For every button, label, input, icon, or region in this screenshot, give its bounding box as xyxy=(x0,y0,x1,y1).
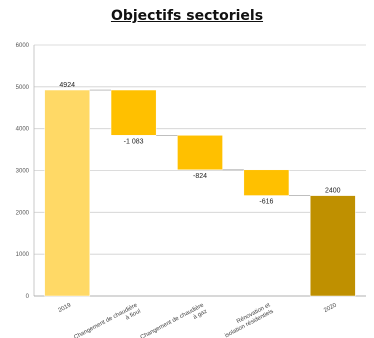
bar xyxy=(44,89,91,297)
y-tick-label: 5000 xyxy=(16,85,30,91)
y-tick-label: 2000 xyxy=(16,210,30,216)
chart-title: Objectifs sectoriels xyxy=(110,8,264,24)
x-category-label: Rénovation etisolation résidentiels xyxy=(221,302,275,338)
data-label: -616 xyxy=(259,199,273,206)
bar xyxy=(110,89,157,136)
data-label: 2400 xyxy=(325,188,341,195)
y-tick-label: 4000 xyxy=(16,127,30,133)
y-tick-label: 0 xyxy=(26,294,30,300)
bars-layer xyxy=(44,89,356,297)
x-category-label: Changement de chaudièreà gaz xyxy=(140,302,209,338)
x-category-label: Changement de chaudièreà fioul xyxy=(73,302,142,338)
y-tick-label: 3000 xyxy=(16,169,30,175)
data-label: -1 083 xyxy=(124,138,144,145)
x-category-label: 2019 xyxy=(58,302,73,314)
y-tick-label: 1000 xyxy=(16,252,30,258)
data-label: 4924 xyxy=(59,82,75,89)
bar xyxy=(309,195,356,297)
bar xyxy=(177,135,223,171)
data-label: -824 xyxy=(193,173,207,180)
y-tick-label: 6000 xyxy=(16,43,30,49)
x-category-label: 2020 xyxy=(323,302,338,314)
bar xyxy=(243,169,290,196)
